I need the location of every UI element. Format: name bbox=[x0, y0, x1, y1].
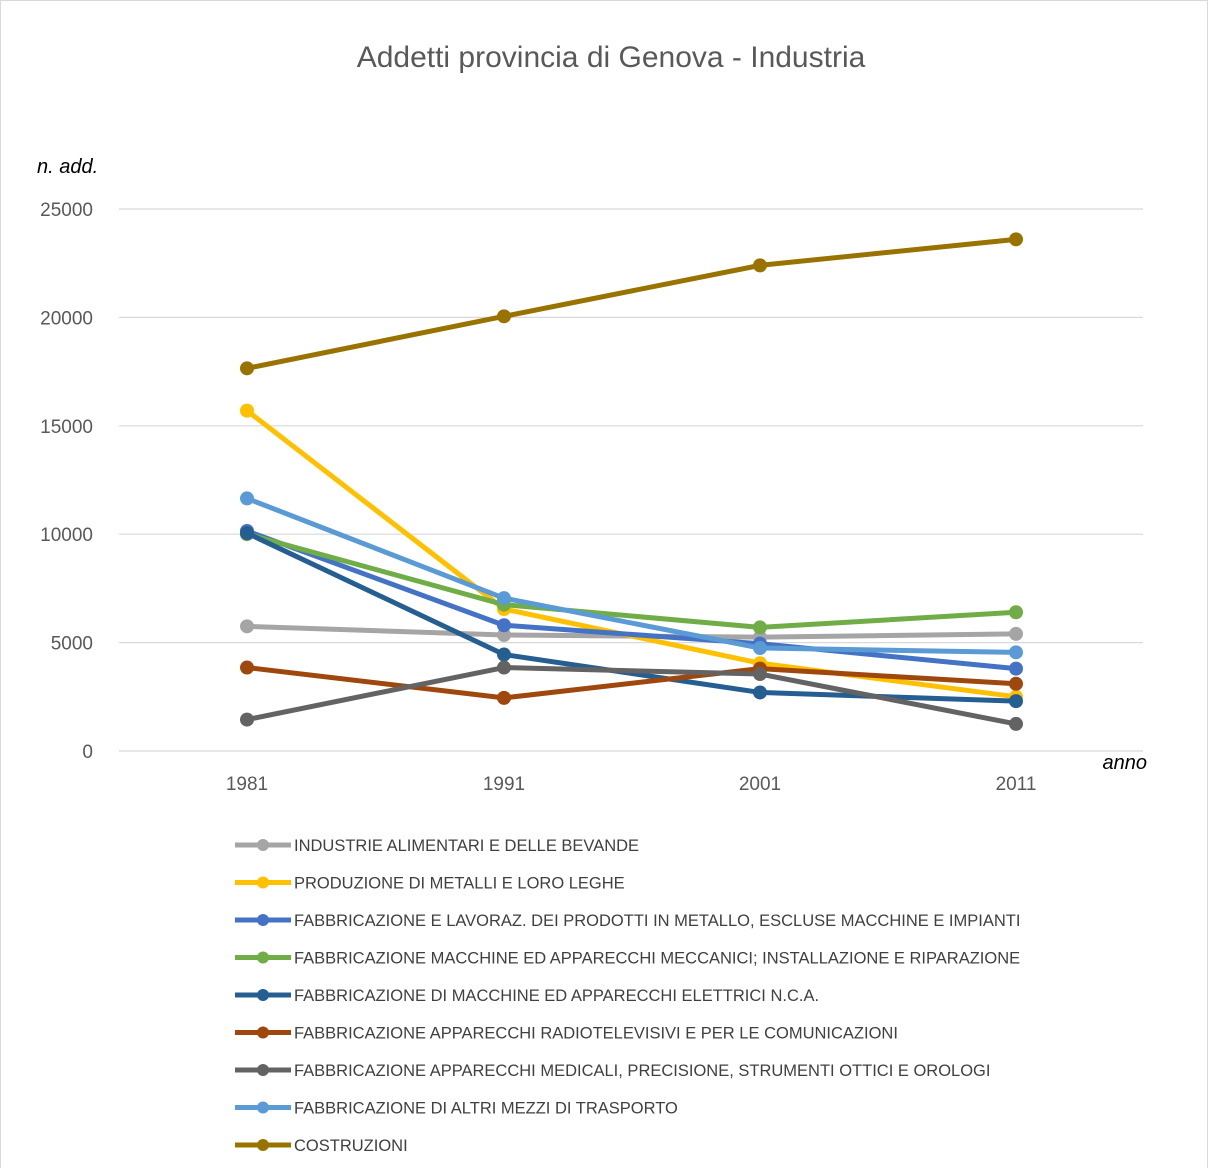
legend-item: FABBRICAZIONE DI MACCHINE ED APPARECCHI … bbox=[235, 987, 819, 1005]
data-point bbox=[1009, 716, 1023, 731]
series-8 bbox=[240, 232, 1023, 376]
series-7 bbox=[240, 491, 1023, 660]
data-point bbox=[240, 526, 254, 541]
legend-label: PRODUZIONE DI METALLI E LORO LEGHE bbox=[294, 875, 625, 893]
data-point bbox=[753, 685, 767, 700]
legend-label: FABBRICAZIONE E LAVORAZ. DEI PRODOTTI IN… bbox=[294, 912, 1020, 930]
series-6 bbox=[240, 660, 1023, 731]
legend-label: FABBRICAZIONE DI MACCHINE ED APPARECCHI … bbox=[294, 987, 819, 1005]
data-point bbox=[240, 619, 254, 634]
legend-item: FABBRICAZIONE E LAVORAZ. DEI PRODOTTI IN… bbox=[235, 912, 1020, 930]
legend-swatch-marker bbox=[257, 914, 269, 926]
legend-item: PRODUZIONE DI METALLI E LORO LEGHE bbox=[235, 875, 625, 893]
data-point bbox=[240, 660, 254, 675]
legend-label: FABBRICAZIONE MACCHINE ED APPARECCHI MEC… bbox=[294, 950, 1020, 968]
legend-swatch-marker bbox=[257, 839, 269, 851]
legend-swatch-marker bbox=[257, 1139, 269, 1151]
legend-swatch-marker bbox=[257, 951, 269, 964]
data-point bbox=[240, 403, 254, 418]
data-point bbox=[753, 667, 767, 682]
legend-label: FABBRICAZIONE DI ALTRI MEZZI DI TRASPORT… bbox=[294, 1100, 678, 1118]
legend-item: INDUSTRIE ALIMENTARI E DELLE BEVANDE bbox=[235, 837, 639, 855]
legend-label: FABBRICAZIONE APPARECCHI MEDICALI, PRECI… bbox=[294, 1062, 990, 1080]
data-point bbox=[1009, 661, 1023, 676]
legend-item: FABBRICAZIONE MACCHINE ED APPARECCHI MEC… bbox=[235, 950, 1020, 968]
legend-label: INDUSTRIE ALIMENTARI E DELLE BEVANDE bbox=[294, 837, 639, 855]
legend-swatch-marker bbox=[257, 1101, 269, 1114]
chart-title: Addetti provincia di Genova - Industria bbox=[357, 41, 866, 74]
series-line bbox=[244, 665, 1019, 727]
data-point bbox=[497, 628, 511, 643]
gridlines bbox=[119, 208, 1143, 752]
x-tick-label: 1981 bbox=[226, 774, 268, 795]
data-point bbox=[240, 491, 254, 506]
y-axis-label: n. add. bbox=[37, 156, 98, 178]
y-tick-label: 0 bbox=[82, 742, 93, 763]
series-line bbox=[244, 531, 1019, 630]
data-point bbox=[1009, 694, 1023, 709]
series-lines bbox=[240, 232, 1023, 731]
data-point bbox=[1009, 605, 1023, 620]
legend: INDUSTRIE ALIMENTARI E DELLE BEVANDE PROD… bbox=[235, 837, 1020, 1155]
y-tick-label: 15000 bbox=[40, 417, 93, 438]
series-line bbox=[244, 665, 1019, 701]
data-point bbox=[497, 690, 511, 705]
y-tick-label: 25000 bbox=[40, 200, 93, 221]
data-point bbox=[497, 591, 511, 606]
series-line bbox=[244, 408, 1019, 700]
y-tick-label: 5000 bbox=[51, 634, 93, 655]
data-point bbox=[1009, 626, 1023, 641]
x-tick-label: 2011 bbox=[996, 774, 1037, 795]
legend-item: FABBRICAZIONE APPARECCHI MEDICALI, PRECI… bbox=[235, 1062, 990, 1080]
legend-swatch-marker bbox=[257, 1064, 269, 1076]
data-point bbox=[240, 712, 254, 727]
x-tick-label: 1991 bbox=[483, 774, 525, 795]
x-tick-labels: 1981 1991 2001 2011 bbox=[226, 774, 1037, 795]
series-line bbox=[244, 236, 1019, 371]
legend-label: FABBRICAZIONE APPARECCHI RADIOTELEVISIVI… bbox=[294, 1025, 898, 1043]
data-point bbox=[240, 361, 254, 376]
x-axis-label: anno bbox=[1103, 752, 1148, 774]
data-point bbox=[497, 660, 511, 675]
data-point bbox=[1009, 645, 1023, 660]
legend-item: COSTRUZIONI bbox=[235, 1137, 408, 1155]
data-point bbox=[753, 620, 767, 635]
legend-swatch-marker bbox=[257, 1026, 269, 1039]
legend-label: COSTRUZIONI bbox=[294, 1137, 408, 1155]
x-tick-label: 2001 bbox=[739, 774, 781, 795]
y-tick-labels: 0 5000 10000 15000 20000 25000 bbox=[40, 200, 93, 763]
legend-item: FABBRICAZIONE APPARECCHI RADIOTELEVISIVI… bbox=[235, 1025, 898, 1043]
data-point bbox=[1009, 676, 1023, 691]
data-point bbox=[497, 309, 511, 324]
data-point bbox=[753, 641, 767, 656]
y-tick-label: 20000 bbox=[40, 308, 93, 329]
data-point bbox=[1009, 232, 1023, 247]
data-point bbox=[497, 618, 511, 633]
series-line bbox=[244, 528, 1019, 672]
series-line bbox=[244, 495, 1019, 655]
legend-swatch-marker bbox=[257, 989, 269, 1001]
y-tick-label: 10000 bbox=[40, 525, 93, 546]
data-point bbox=[753, 258, 767, 273]
legend-swatch-marker bbox=[257, 876, 269, 889]
legend-item: FABBRICAZIONE DI ALTRI MEZZI DI TRASPORT… bbox=[235, 1100, 678, 1118]
series-5 bbox=[240, 660, 1023, 705]
data-point bbox=[497, 647, 511, 662]
